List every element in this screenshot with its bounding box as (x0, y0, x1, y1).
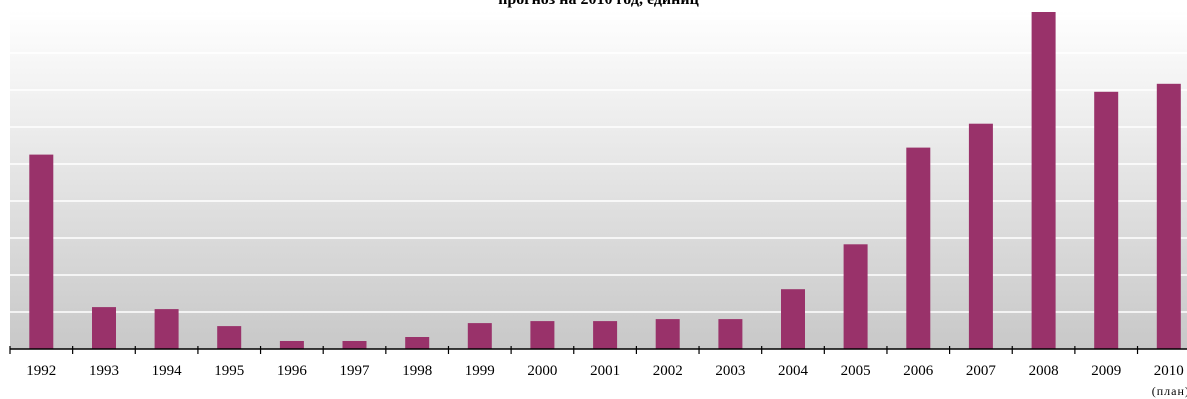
tick-label-2000: 2000 (527, 363, 557, 379)
bar-1996 (279, 341, 304, 349)
tick-label-1998: 1998 (402, 363, 432, 379)
bar-1993 (92, 307, 116, 349)
bar-1995 (217, 326, 242, 349)
tick-label-2008: 2008 (1029, 363, 1059, 379)
bar-2002 (655, 319, 680, 349)
tick-label-2002: 2002 (653, 363, 683, 379)
bar-2001 (593, 321, 618, 349)
tick-label-2006: 2006 (903, 363, 934, 379)
bar-2004 (781, 289, 805, 349)
tick-label-1993: 1993 (89, 363, 119, 379)
bar-1997 (342, 341, 367, 349)
tick-label-2001: 2001 (590, 363, 620, 379)
tick-label-2010: 2010 (1154, 363, 1184, 379)
x-axis-ticks (9, 346, 1139, 354)
x-axis-tick-labels: 1992 1993 1994 1995 1996 1997 1998 1999 2000 2001… (26, 363, 1187, 398)
tick-note-2010: (план) (1152, 384, 1187, 398)
tick-label-1996: 1996 (277, 363, 308, 379)
bar-2003 (718, 319, 743, 349)
bar-2005 (843, 244, 868, 349)
plot-background (10, 10, 1187, 349)
bar-2008 (1031, 12, 1056, 349)
tick-label-2003: 2003 (715, 363, 745, 379)
tick-label-2009: 2009 (1091, 363, 1121, 379)
tick-label-1994: 1994 (152, 363, 183, 379)
chart-title: прогноз на 2010 год, единиц (0, 0, 1187, 9)
tick-label-2004: 2004 (778, 363, 809, 379)
bars (29, 12, 1181, 350)
tick-label-2005: 2005 (841, 363, 871, 379)
bar-2000 (530, 321, 555, 349)
bar-2010 (1156, 83, 1181, 350)
tick-label-2007: 2007 (966, 363, 997, 379)
bar-2009 (1094, 91, 1119, 350)
tick-label-1997: 1997 (340, 363, 371, 379)
tick-label-1999: 1999 (465, 363, 495, 379)
bar-2007 (968, 123, 993, 349)
bar-2006 (906, 147, 931, 349)
bar-1999 (467, 323, 492, 349)
bar-1994 (154, 309, 179, 349)
tick-label-1992: 1992 (26, 363, 56, 379)
bar-1998 (405, 337, 430, 349)
bar-1992 (29, 154, 54, 349)
tick-label-1995: 1995 (214, 363, 244, 379)
